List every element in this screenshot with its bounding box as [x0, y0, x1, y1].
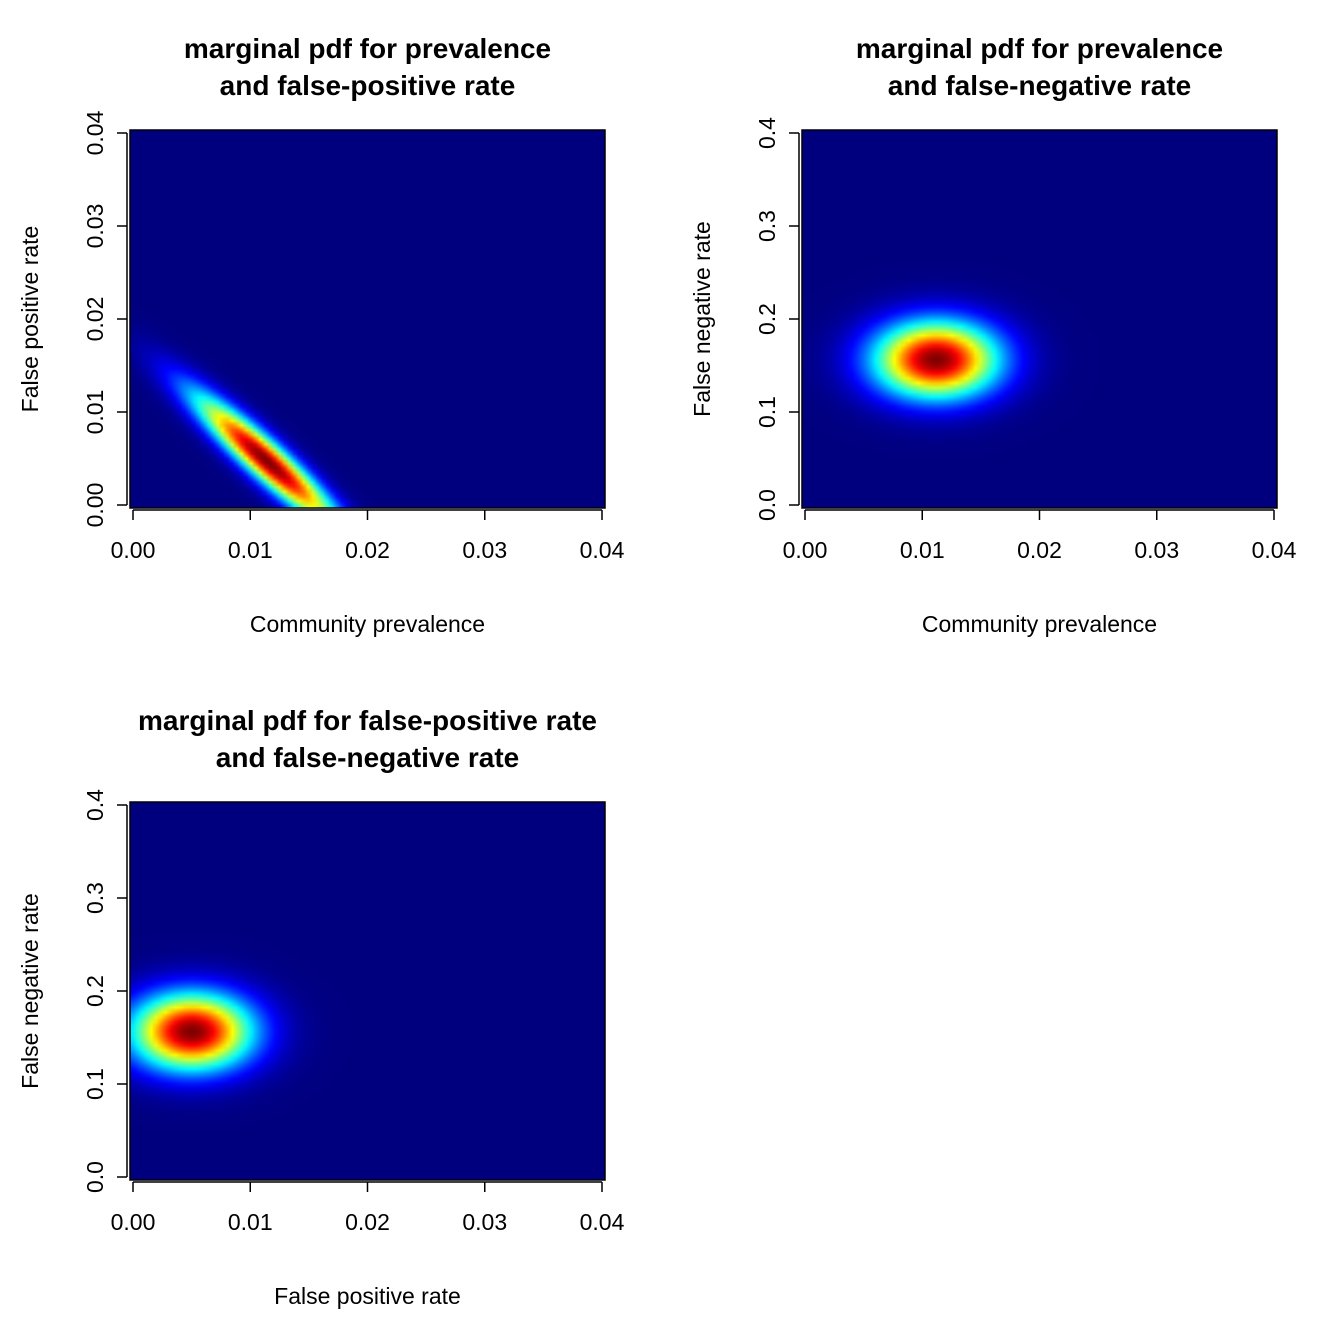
x-tick-label: 0.03 — [462, 537, 507, 563]
x-tick-label: 0.01 — [900, 537, 945, 563]
y-tick-label: 0.3 — [82, 882, 108, 914]
y-tick-label: 0.00 — [82, 483, 108, 528]
heatmap-image — [130, 802, 605, 1180]
chart-title-line-2: and false-positive rate — [220, 70, 516, 101]
y-tick-label: 0.02 — [82, 297, 108, 342]
x-axis-label: Community prevalence — [922, 611, 1157, 637]
x-tick-label: 0.02 — [345, 537, 390, 563]
y-axis-label: False positive rate — [17, 226, 43, 413]
y-tick-label: 0.0 — [82, 1161, 108, 1193]
chart-title-line-2: and false-negative rate — [888, 70, 1191, 101]
x-tick-label: 0.01 — [228, 1209, 273, 1235]
y-tick-label: 0.04 — [82, 110, 108, 155]
y-tick-label: 0.4 — [82, 789, 108, 821]
x-tick-label: 0.04 — [580, 1209, 625, 1235]
x-tick-label: 0.03 — [462, 1209, 507, 1235]
x-tick-label: 0.00 — [111, 1209, 156, 1235]
y-tick-label: 0.0 — [754, 489, 780, 521]
x-tick-label: 0.01 — [228, 537, 273, 563]
plot-frame — [129, 129, 606, 509]
y-axis-label: False negative rate — [17, 893, 43, 1089]
heatmap-image — [130, 130, 605, 508]
y-tick-label: 0.2 — [82, 975, 108, 1007]
heatmap-image — [802, 130, 1277, 508]
x-tick-label: 0.00 — [111, 537, 156, 563]
x-axis-label: False positive rate — [274, 1283, 461, 1309]
y-tick-label: 0.01 — [82, 390, 108, 435]
x-tick-label: 0.00 — [783, 537, 828, 563]
chart-title-line-1: marginal pdf for prevalence — [184, 33, 551, 64]
y-tick-label: 0.1 — [754, 396, 780, 428]
chart-title-line-1: marginal pdf for prevalence — [856, 33, 1223, 64]
y-axis-label: False negative rate — [689, 221, 715, 417]
panel-1: marginal pdf for prevalence and false-pos… — [17, 33, 625, 637]
chart-title-line-2: and false-negative rate — [216, 742, 519, 773]
y-tick-label: 0.4 — [754, 117, 780, 149]
y-tick-label: 0.2 — [754, 303, 780, 335]
x-tick-label: 0.04 — [580, 537, 625, 563]
panel-3: marginal pdf for false-positive rate and … — [17, 705, 625, 1309]
y-tick-label: 0.1 — [82, 1068, 108, 1100]
x-axis-label: Community prevalence — [250, 611, 485, 637]
y-tick-label: 0.3 — [754, 210, 780, 242]
x-tick-label: 0.02 — [345, 1209, 390, 1235]
plot-frame — [129, 801, 606, 1181]
plot-frame — [801, 129, 1278, 509]
y-tick-label: 0.03 — [82, 204, 108, 249]
x-tick-label: 0.03 — [1134, 537, 1179, 563]
x-tick-label: 0.04 — [1252, 537, 1297, 563]
panel-2: marginal pdf for prevalence and false-neg… — [689, 33, 1297, 637]
chart-title-line-1: marginal pdf for false-positive rate — [138, 705, 597, 736]
x-tick-label: 0.02 — [1017, 537, 1062, 563]
